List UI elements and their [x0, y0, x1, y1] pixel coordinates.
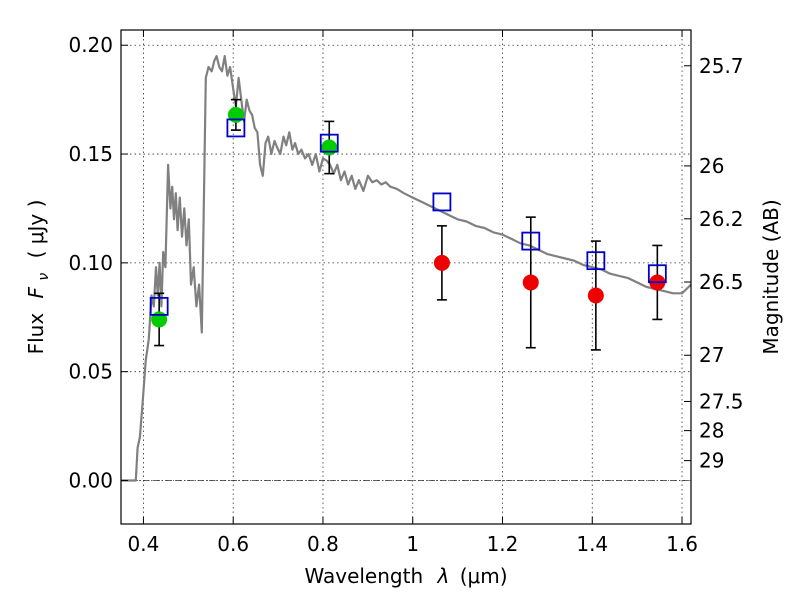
y-tick-label: 0.20	[68, 33, 113, 57]
magnitude-axis-label: Magnitude (AB)	[759, 199, 783, 354]
y-axis-label-symbol: F	[24, 286, 48, 298]
x-tick-label: 1.6	[666, 532, 698, 556]
x-tick-label: 0.6	[217, 532, 249, 556]
x-axis-label-text: Wavelength	[304, 564, 423, 588]
x-tick-label: 1.4	[576, 532, 608, 556]
magnitude-tick-label: 26.5	[699, 270, 744, 294]
magnitude-tick-label: 26.2	[699, 207, 744, 231]
y-axis-label-text: Flux	[24, 313, 48, 355]
magnitude-tick-label: 29	[699, 449, 724, 473]
plot-frame	[120, 29, 692, 525]
model-photometry-square	[149, 296, 169, 316]
grid-layer	[121, 30, 691, 524]
model-spectrum-layer	[121, 55, 692, 482]
magnitude-tick-label: 27.5	[699, 389, 744, 413]
detected-flux-point	[151, 311, 168, 328]
model-photometry-square	[586, 251, 606, 271]
detected-flux-point	[227, 106, 244, 123]
x-tick-label: 0.4	[128, 532, 160, 556]
magnitude-tick-label: 28	[699, 419, 724, 443]
y-tick-label: 0.05	[68, 360, 113, 384]
nir-flux-point	[587, 287, 604, 304]
nir-flux-point	[522, 274, 539, 291]
y-tick-label: 0.00	[68, 468, 113, 492]
x-axis-label: Wavelength λ (μm)	[304, 564, 507, 588]
nir-flux-point	[433, 254, 450, 271]
y-axis-label-unit: ( μJy )	[24, 200, 48, 259]
magnitude-tick-label: 26	[699, 154, 724, 178]
magnitude-tick-label: 25.7	[699, 54, 744, 78]
x-axis-label-symbol: λ	[437, 564, 450, 588]
detected-flux-point	[321, 139, 338, 156]
model-photometry-square	[521, 231, 541, 251]
model-photometry-square	[226, 118, 246, 138]
model-photometry-square	[647, 264, 667, 284]
x-tick-label: 1	[406, 532, 419, 556]
x-tick-label: 0.8	[307, 532, 339, 556]
model-photometry-square	[319, 133, 339, 153]
model-spectrum-line	[121, 55, 692, 482]
y-axis-label: Flux F ν ( μJy )	[24, 200, 53, 355]
model-photometry-layer	[149, 118, 667, 316]
magnitude-tick-label: 27	[699, 343, 724, 367]
y-tick-label: 0.15	[68, 142, 113, 166]
model-photometry-square	[432, 192, 452, 212]
x-axis-label-unit: (μm)	[460, 564, 508, 588]
tick-layer: 0.4 0.6 0.8 1 1.2 1.4 1.6 0.00 0.05 0.10 0.15 0.20 2…	[68, 30, 744, 556]
point-layer	[151, 106, 666, 328]
y-tick-label: 0.10	[68, 251, 113, 275]
x-tick-label: 1.2	[487, 532, 519, 556]
y-axis-label-subscript: ν	[36, 273, 52, 281]
